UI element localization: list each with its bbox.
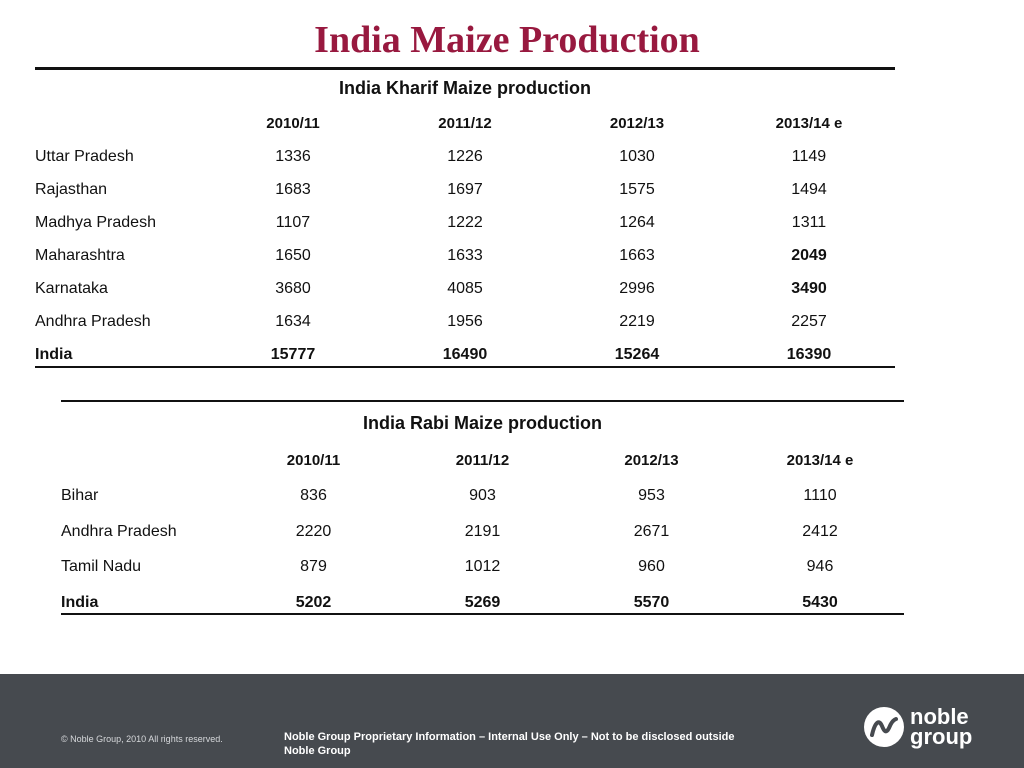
- total-cell: 5269: [464, 593, 501, 611]
- rabi-top-rule: [61, 400, 904, 402]
- total-cell: 5570: [633, 593, 670, 611]
- table-cell: 1336: [275, 147, 311, 165]
- table-cell: 1222: [447, 213, 483, 231]
- copyright-text: © Noble Group, 2010 All rights reserved.: [61, 734, 223, 744]
- table-cell: 1683: [275, 180, 311, 198]
- table-cell: 2191: [464, 522, 501, 540]
- table-cell: 946: [806, 558, 834, 576]
- kharif-bottom-rule: [35, 366, 895, 368]
- state-name: Uttar Pradesh: [35, 147, 134, 165]
- table-cell: 1226: [447, 147, 483, 165]
- table-total-row: India 15777 16490 15264 16390: [35, 338, 895, 371]
- table-row: Madhya Pradesh 1107 1222 1264 1311: [35, 206, 895, 239]
- total-cell: 16490: [442, 345, 488, 363]
- column-header: 2010/11: [266, 115, 320, 132]
- total-name: India: [61, 593, 99, 611]
- column-header-empty: [61, 443, 229, 479]
- table-cell: 1634: [275, 312, 311, 330]
- table-cell: 1575: [619, 180, 655, 198]
- column-header: 2010/11: [286, 452, 341, 470]
- table-cell: 1311: [791, 213, 827, 231]
- table-cell-highlight: 2049: [791, 246, 827, 264]
- column-header: 2013/14 e: [775, 115, 843, 132]
- table-cell: 1956: [447, 312, 483, 330]
- rabi-table-title: India Rabi Maize production: [362, 413, 602, 433]
- table-cell: 836: [300, 487, 327, 505]
- table-cell: 3680: [275, 279, 311, 297]
- table-cell: 1110: [803, 487, 837, 505]
- table-cell: 1264: [619, 213, 655, 231]
- logo-line2: group: [910, 724, 973, 749]
- table-cell: 2412: [802, 522, 838, 540]
- table-cell: 1633: [447, 246, 483, 264]
- table-cell: 1030: [619, 147, 655, 165]
- table-cell: 1663: [619, 246, 655, 264]
- logo-mark-icon: [864, 707, 904, 747]
- table-cell: 4085: [447, 279, 483, 297]
- footer-bar: © Noble Group, 2010 All rights reserved.…: [0, 674, 1024, 768]
- table-cell-highlight: 3490: [791, 279, 827, 297]
- logo-line1: noble: [910, 704, 969, 729]
- total-cell: 5202: [295, 593, 332, 611]
- table-row: Uttar Pradesh 1336 1226 1030 1149: [35, 140, 895, 173]
- table-cell: 1149: [791, 147, 827, 165]
- table-cell: 2996: [619, 279, 655, 297]
- state-name: Tamil Nadu: [61, 558, 142, 576]
- noble-group-logo: noble group: [864, 704, 973, 749]
- rabi-table: 2010/11 2011/12 2012/13 2013/14 e Bihar …: [61, 443, 904, 621]
- column-header: 2012/13: [624, 452, 679, 470]
- proprietary-notice: Noble Group Proprietary Information – In…: [284, 731, 735, 757]
- column-header-empty: [35, 107, 207, 140]
- rabi-bottom-rule: [61, 613, 904, 615]
- table-cell: 1012: [464, 558, 501, 576]
- logo-wordmark: noble group: [910, 704, 973, 749]
- table-cell: 1107: [275, 213, 311, 231]
- state-name: Rajasthan: [35, 180, 108, 198]
- table-cell: 953: [638, 487, 665, 505]
- table-row: Andhra Pradesh 2220 2191 2671 2412: [61, 514, 904, 550]
- table-cell: 1650: [275, 246, 311, 264]
- column-header: 2012/13: [609, 115, 665, 132]
- table-row: Rajasthan 1683 1697 1575 1494: [35, 173, 895, 206]
- column-header: 2013/14 e: [786, 452, 854, 470]
- column-header: 2011/12: [438, 115, 492, 132]
- state-name: Madhya Pradesh: [35, 213, 156, 231]
- table-row: Andhra Pradesh 1634 1956 2219 2257: [35, 305, 895, 338]
- table-cell: 1697: [447, 180, 483, 198]
- total-cell: 15264: [614, 345, 660, 363]
- total-cell: 16390: [786, 345, 832, 363]
- state-name: Bihar: [61, 487, 99, 505]
- table-cell: 2257: [791, 312, 827, 330]
- table-header-row: 2010/11 2011/12 2012/13 2013/14 e: [61, 443, 904, 479]
- state-name: Karnataka: [35, 279, 108, 297]
- table-header-row: 2010/11 2011/12 2012/13 2013/14 e: [35, 107, 895, 140]
- total-name: India: [35, 345, 73, 363]
- kharif-top-rule: [35, 67, 895, 70]
- table-cell: 879: [300, 558, 327, 576]
- table-cell: 2671: [633, 522, 670, 540]
- total-cell: 15777: [270, 345, 316, 363]
- table-cell: 903: [469, 487, 496, 505]
- kharif-table-title: India Kharif Maize production: [338, 78, 591, 98]
- kharif-table: 2010/11 2011/12 2012/13 2013/14 e Uttar …: [35, 107, 895, 371]
- page-title: India Maize Production: [314, 19, 700, 61]
- state-name: Maharashtra: [35, 246, 125, 264]
- table-row: Karnataka 3680 4085 2996 3490: [35, 272, 895, 305]
- column-header: 2011/12: [455, 452, 510, 470]
- table-row: Tamil Nadu 879 1012 960 946: [61, 550, 904, 586]
- state-name: Andhra Pradesh: [61, 522, 177, 540]
- table-row: Maharashtra 1650 1633 1663 2049: [35, 239, 895, 272]
- table-total-row: India 5202 5269 5570 5430: [61, 585, 904, 621]
- table-row: Bihar 836 903 953 1110: [61, 479, 904, 515]
- total-cell: 5430: [802, 593, 838, 611]
- table-cell: 1494: [791, 180, 827, 198]
- state-name: Andhra Pradesh: [35, 312, 151, 330]
- table-cell: 2219: [619, 312, 655, 330]
- table-cell: 960: [638, 558, 665, 576]
- table-cell: 2220: [295, 522, 332, 540]
